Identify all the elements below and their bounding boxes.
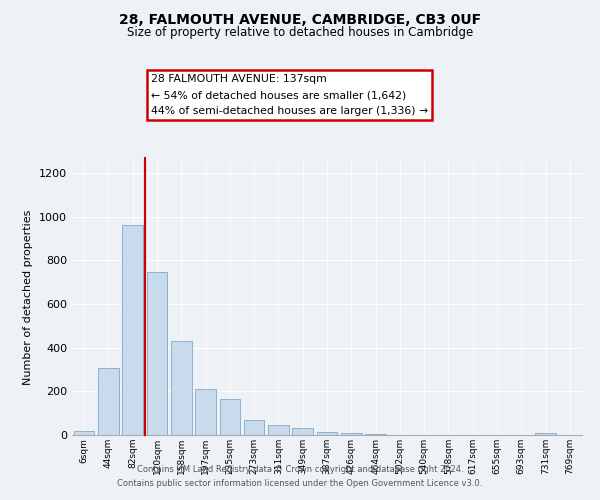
- Bar: [146, 272, 167, 435]
- Bar: [220, 399, 240, 435]
- Bar: [365, 434, 386, 435]
- Bar: [244, 420, 265, 435]
- Bar: [535, 434, 556, 435]
- Bar: [171, 341, 191, 435]
- Bar: [195, 389, 216, 435]
- Bar: [268, 424, 289, 435]
- Text: Size of property relative to detached houses in Cambridge: Size of property relative to detached ho…: [127, 26, 473, 39]
- Y-axis label: Number of detached properties: Number of detached properties: [23, 210, 34, 385]
- Bar: [122, 226, 143, 435]
- Bar: [74, 430, 94, 435]
- Bar: [98, 368, 119, 435]
- Text: 28, FALMOUTH AVENUE, CAMBRIDGE, CB3 0UF: 28, FALMOUTH AVENUE, CAMBRIDGE, CB3 0UF: [119, 12, 481, 26]
- Text: Contains HM Land Registry data © Crown copyright and database right 2024.
Contai: Contains HM Land Registry data © Crown c…: [118, 466, 482, 487]
- Text: 28 FALMOUTH AVENUE: 137sqm
← 54% of detached houses are smaller (1,642)
44% of s: 28 FALMOUTH AVENUE: 137sqm ← 54% of deta…: [151, 74, 428, 116]
- Bar: [292, 428, 313, 435]
- Bar: [317, 432, 337, 435]
- Bar: [341, 434, 362, 435]
